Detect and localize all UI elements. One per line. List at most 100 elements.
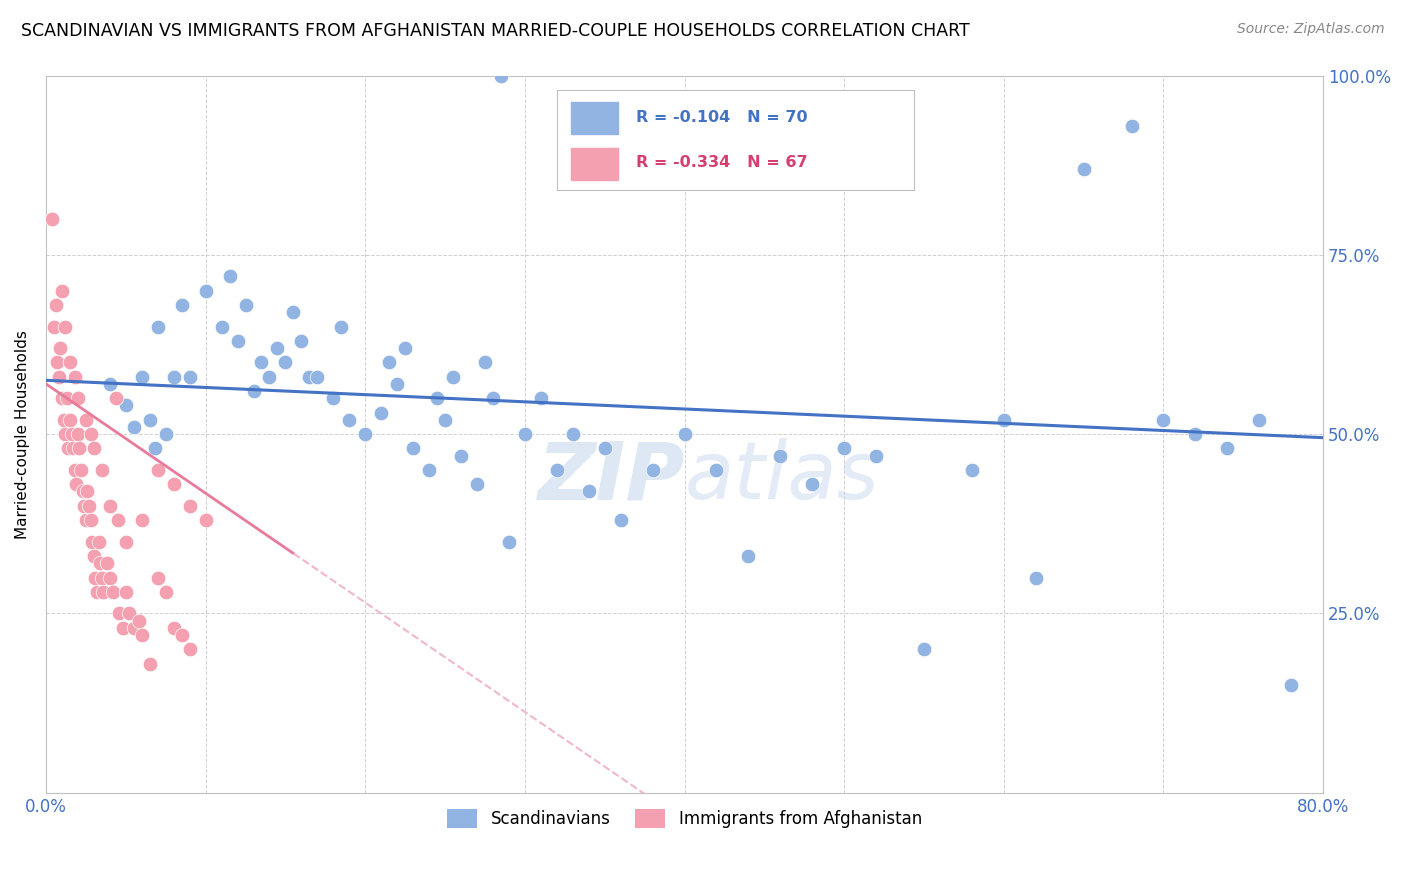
Point: [155, 427, 177, 442]
Point: [131, 513, 153, 527]
Point: [146, 319, 169, 334]
Point: [769, 449, 792, 463]
Point: [122, 621, 145, 635]
Point: [107, 513, 129, 527]
Point: [98, 570, 121, 584]
Point: [561, 427, 583, 442]
Point: [1279, 678, 1302, 692]
Point: [146, 570, 169, 584]
Point: [474, 355, 496, 369]
Point: [402, 442, 425, 456]
Point: [354, 427, 377, 442]
Point: [45, 298, 67, 312]
Point: [482, 391, 505, 405]
Point: [59, 355, 82, 369]
Point: [322, 391, 344, 405]
Point: [114, 585, 136, 599]
Point: [418, 463, 440, 477]
Point: [170, 298, 193, 312]
Point: [179, 499, 201, 513]
Point: [250, 355, 273, 369]
Point: [58, 442, 80, 456]
Point: [211, 319, 233, 334]
Point: [426, 391, 449, 405]
Point: [1216, 442, 1239, 456]
Point: [108, 607, 131, 621]
Point: [122, 420, 145, 434]
Point: [465, 477, 488, 491]
Point: [737, 549, 759, 563]
Point: [82, 534, 104, 549]
Point: [298, 369, 321, 384]
Point: [65, 477, 87, 491]
Point: [89, 556, 111, 570]
Point: [96, 556, 118, 570]
Point: [131, 628, 153, 642]
Point: [42, 319, 65, 334]
Point: [673, 427, 696, 442]
Point: [62, 442, 84, 456]
Point: [283, 305, 305, 319]
Point: [235, 298, 257, 312]
Point: [70, 463, 93, 477]
Point: [72, 484, 94, 499]
Point: [194, 513, 217, 527]
Point: [98, 376, 121, 391]
Point: [48, 369, 70, 384]
Point: [83, 442, 105, 456]
Point: [46, 355, 69, 369]
Point: [706, 463, 728, 477]
Point: [59, 413, 82, 427]
Point: [337, 413, 360, 427]
Point: [163, 621, 186, 635]
Point: [69, 442, 91, 456]
Point: [170, 628, 193, 642]
Point: [75, 513, 97, 527]
Text: atlas: atlas: [685, 438, 879, 516]
Point: [832, 442, 855, 456]
Point: [63, 463, 86, 477]
Point: [530, 391, 553, 405]
Text: ZIP: ZIP: [537, 438, 685, 516]
Point: [1121, 119, 1143, 133]
Point: [993, 413, 1015, 427]
Point: [66, 427, 89, 442]
Point: [194, 284, 217, 298]
Point: [370, 406, 392, 420]
Point: [84, 570, 107, 584]
Point: [163, 369, 186, 384]
Point: [434, 413, 457, 427]
Point: [55, 391, 77, 405]
Point: [242, 384, 264, 398]
Point: [378, 355, 401, 369]
Point: [111, 621, 134, 635]
Point: [49, 341, 72, 355]
Point: [593, 442, 616, 456]
Point: [218, 269, 240, 284]
Point: [53, 427, 76, 442]
Point: [441, 369, 464, 384]
Point: [90, 463, 112, 477]
Point: [394, 341, 416, 355]
Point: [546, 463, 568, 477]
Point: [86, 585, 108, 599]
Point: [79, 427, 101, 442]
Point: [75, 413, 97, 427]
Point: [63, 369, 86, 384]
Point: [290, 334, 312, 348]
Point: [114, 398, 136, 412]
Point: [960, 463, 983, 477]
Point: [146, 463, 169, 477]
Point: [912, 642, 935, 657]
Point: [93, 585, 115, 599]
Point: [163, 477, 186, 491]
Point: [73, 499, 96, 513]
Point: [1249, 413, 1271, 427]
Point: [79, 513, 101, 527]
Point: [801, 477, 824, 491]
Point: [51, 391, 73, 405]
Point: [52, 413, 75, 427]
Point: [41, 211, 63, 226]
Point: [513, 427, 536, 442]
Point: [114, 534, 136, 549]
